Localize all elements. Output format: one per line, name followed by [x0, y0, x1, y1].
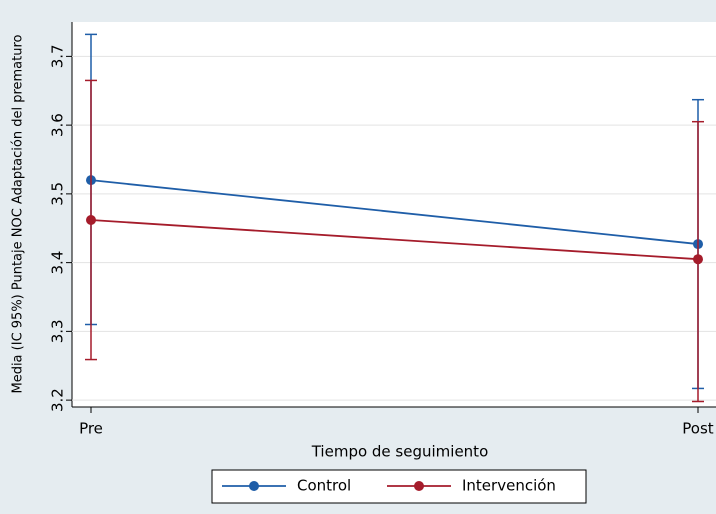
y-tick-label: 3.7 — [49, 44, 67, 68]
legend-marker — [414, 481, 424, 491]
x-tick-label: Post — [682, 420, 714, 438]
y-tick-label: 3.6 — [49, 113, 67, 137]
x-axis-label: Tiempo de seguimiento — [311, 443, 489, 461]
series-line — [90, 219, 699, 261]
y-tick-label: 3.2 — [49, 388, 67, 412]
x-tick-label: Pre — [79, 420, 103, 438]
legend-marker — [249, 481, 259, 491]
point — [693, 254, 703, 265]
plot-area — [72, 22, 716, 407]
y-tick-label: 3.4 — [49, 251, 67, 275]
y-tick-label: 3.3 — [49, 319, 67, 343]
y-axis-label: Media (IC 95%) Puntaje NOC Adaptación de… — [11, 34, 26, 393]
point — [86, 215, 96, 225]
series-line — [90, 179, 699, 245]
legend-label: Intervención — [462, 477, 556, 495]
y-tick-label: 3.5 — [49, 182, 67, 206]
legend-label: Control — [297, 477, 351, 495]
